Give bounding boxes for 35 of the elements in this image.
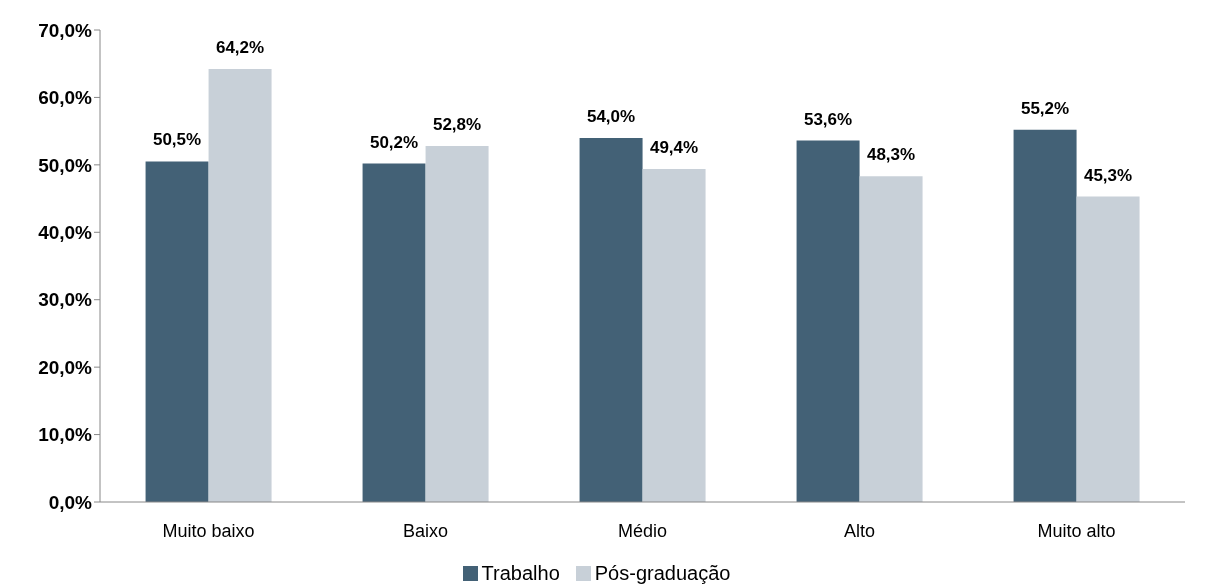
bar — [642, 168, 706, 502]
x-tick-label: Médio — [617, 520, 668, 541]
data-label: 50,2% — [369, 132, 419, 152]
legend-label: Trabalho — [481, 562, 560, 585]
data-label: 50,5% — [152, 130, 202, 150]
data-label: 54,0% — [586, 106, 636, 126]
bar — [425, 145, 489, 502]
y-tick-label: 20,0% — [38, 356, 93, 378]
data-label: 49,4% — [649, 137, 699, 157]
data-label: 48,3% — [866, 145, 916, 165]
y-tick-label: 10,0% — [38, 424, 93, 446]
bar — [362, 163, 426, 502]
data-label: 45,3% — [1083, 165, 1133, 185]
bar — [208, 69, 272, 502]
y-tick-label: 40,0% — [38, 222, 93, 244]
x-tick-label: Muito baixo — [162, 520, 255, 541]
bar — [796, 140, 860, 502]
legend-label: Pós-graduação — [594, 562, 731, 585]
bar — [145, 161, 209, 502]
data-label: 52,8% — [432, 114, 482, 134]
y-tick-label: 70,0% — [38, 19, 93, 41]
bar — [1013, 129, 1077, 502]
bar — [859, 176, 923, 502]
bar — [1076, 196, 1140, 502]
data-label: 64,2% — [215, 38, 265, 58]
bar — [579, 137, 643, 502]
data-label: 55,2% — [1020, 98, 1070, 118]
x-tick-label: Alto — [843, 520, 876, 541]
data-label: 53,6% — [803, 109, 853, 129]
y-tick-label: 50,0% — [38, 154, 93, 176]
x-tick-label: Baixo — [402, 520, 449, 541]
y-tick-label: 0,0% — [48, 491, 93, 513]
x-tick-label: Muito alto — [1037, 520, 1116, 541]
y-tick-label: 30,0% — [38, 289, 93, 311]
y-tick-label: 60,0% — [38, 87, 93, 109]
